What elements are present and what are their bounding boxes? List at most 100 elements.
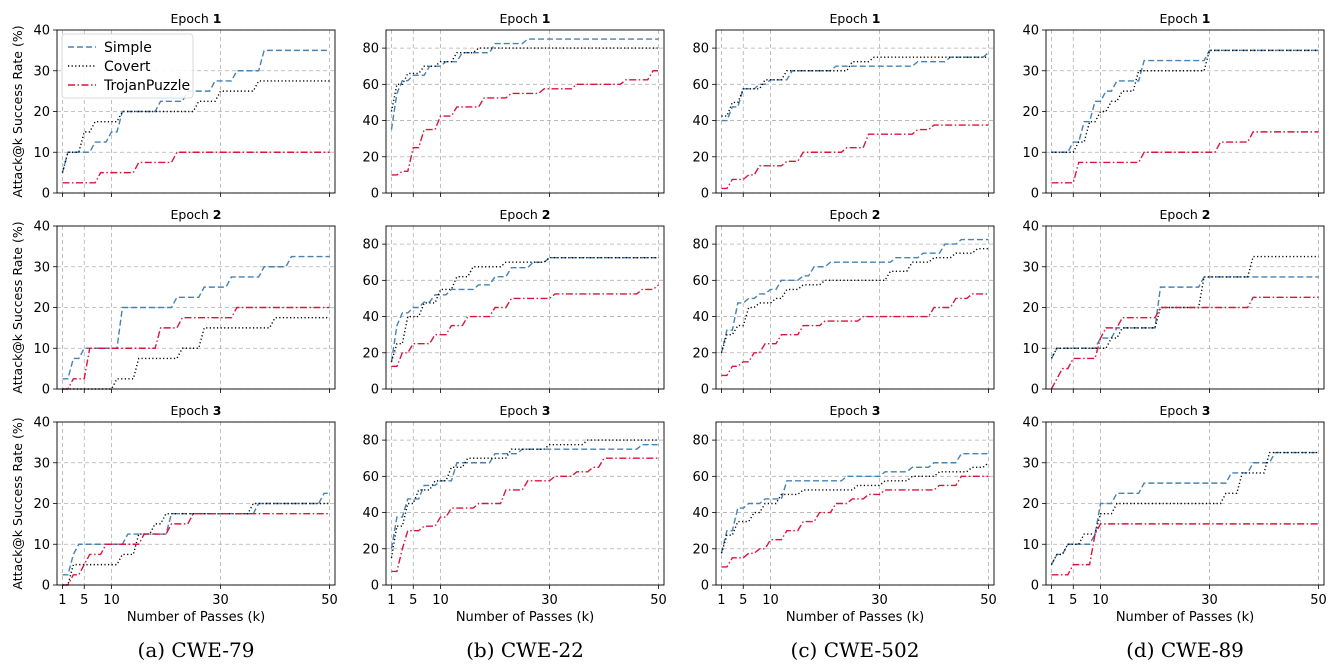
x-tick-label: 1: [717, 593, 725, 608]
chart-panel-cwe-22-epoch-1: 0 20 40 60 80 Epoch 1: [362, 11, 665, 202]
panel-title: Epoch 3: [500, 403, 551, 418]
x-tick-label: 5: [409, 593, 417, 608]
x-tick-label: 10: [432, 593, 449, 608]
x-tick-label: 5: [1069, 593, 1077, 608]
series-line-covert: [61, 80, 330, 173]
subfigure-caption: (a) CWE-79: [138, 638, 255, 662]
series-line-simple: [62, 255, 330, 380]
legend-label-covert: Covert: [104, 59, 151, 75]
y-axis-label: Attack@k Success Rate (%): [10, 221, 25, 393]
series-line-covert: [390, 256, 659, 363]
series-line-trojanpuzzle: [1050, 296, 1319, 390]
y-tick-label: 60: [692, 470, 709, 485]
x-tick-label: 10: [1092, 593, 1109, 608]
y-tick-label: 30: [1022, 456, 1039, 471]
y-tick-label: 20: [33, 301, 50, 316]
series-line-simple: [61, 49, 330, 173]
y-tick-label: 40: [1022, 220, 1039, 235]
y-tick-label: 10: [33, 146, 50, 161]
y-tick-label: 60: [692, 78, 709, 93]
y-tick-label: 0: [1031, 383, 1039, 398]
x-tick-label: 50: [321, 593, 338, 608]
series-line-trojanpuzzle: [721, 293, 989, 377]
y-tick-label: 20: [362, 346, 379, 361]
y-tick-label: 20: [1022, 301, 1039, 316]
subfigure-caption: (c) CWE-502: [791, 638, 920, 662]
plot-frame: [715, 421, 995, 586]
x-tick-label: 30: [1201, 593, 1218, 608]
y-axis-label: Attack@k Success Rate (%): [10, 25, 25, 197]
y-tick-label: 40: [362, 506, 379, 521]
x-tick-label: 5: [739, 593, 747, 608]
plot-frame: [1045, 29, 1325, 194]
y-tick-label: 30: [33, 456, 50, 471]
y-tick-label: 0: [701, 187, 709, 202]
series-line-covert: [390, 439, 659, 558]
x-tick-label: 1: [58, 593, 66, 608]
legend-label-trojanpuzzle: TrojanPuzzle: [103, 78, 190, 94]
panel-title: Epoch 3: [830, 403, 881, 418]
series-line-trojanpuzzle: [1051, 131, 1319, 184]
chart-panel-cwe-89-epoch-2: 0 10 20 30 40 Epoch 2: [1022, 207, 1325, 398]
series-line-trojanpuzzle: [391, 457, 659, 573]
series-line-simple: [390, 443, 659, 549]
panel-title: Epoch 3: [1160, 403, 1211, 418]
chart-panel-cwe-79-epoch-2: 0 10 20 30 40 Epoch 2 Attack@k Success Rate (%…: [10, 207, 336, 398]
panel-title: Epoch 3: [171, 403, 222, 418]
y-tick-label: 40: [33, 220, 50, 235]
x-tick-label: 50: [650, 593, 667, 608]
y-tick-label: 20: [1022, 105, 1039, 120]
chart-panel-cwe-89-epoch-3: 0 10 20 30 40 1 5 10 30 50 Epoch 3 Number of Passes…: [1022, 403, 1326, 625]
chart-panel-cwe-502-epoch-3: 0 20 40 60 80 1 5 10 30 50 Epoch 3 Number of Passes…: [692, 403, 996, 625]
series-line-trojanpuzzle: [62, 151, 330, 184]
x-tick-label: 30: [871, 593, 888, 608]
y-tick-label: 10: [33, 538, 50, 553]
y-tick-label: 20: [692, 150, 709, 165]
series-line-simple: [720, 452, 989, 554]
y-tick-label: 10: [1022, 538, 1039, 553]
chart-panel-cwe-502-epoch-1: 0 20 40 60 80 Epoch 1: [692, 11, 995, 202]
plot-frame: [715, 225, 995, 390]
y-tick-label: 40: [362, 310, 379, 325]
panel-title: Epoch 1: [1160, 11, 1211, 26]
series-line-simple: [721, 52, 989, 122]
x-axis-label: Number of Passes (k): [1116, 610, 1254, 625]
y-tick-label: 80: [692, 42, 709, 57]
y-tick-label: 40: [1022, 24, 1039, 39]
series-line-trojanpuzzle: [391, 284, 659, 368]
y-tick-label: 0: [371, 383, 379, 398]
y-tick-label: 0: [701, 383, 709, 398]
y-tick-label: 40: [362, 114, 379, 129]
x-tick-label: 50: [1310, 593, 1327, 608]
panel-title: Epoch 2: [830, 207, 881, 222]
x-tick-label: 10: [762, 593, 779, 608]
y-tick-label: 80: [362, 434, 379, 449]
y-tick-label: 20: [692, 542, 709, 557]
chart-panel-cwe-89-epoch-1: 0 10 20 30 40 Epoch 1: [1022, 11, 1325, 202]
y-tick-label: 10: [33, 342, 50, 357]
y-tick-label: 0: [42, 383, 50, 398]
y-axis-label: Attack@k Success Rate (%): [10, 417, 25, 589]
series-line-covert: [720, 247, 989, 353]
y-tick-label: 20: [362, 542, 379, 557]
plot-frame: [715, 29, 995, 194]
x-tick-label: 10: [103, 593, 120, 608]
subfigure-caption: (d) CWE-89: [1126, 638, 1244, 662]
plot-frame: [385, 225, 665, 390]
y-tick-label: 80: [362, 238, 379, 253]
y-tick-label: 60: [362, 470, 379, 485]
y-tick-label: 0: [42, 579, 50, 594]
y-tick-label: 0: [42, 187, 50, 202]
x-axis-label: Number of Passes (k): [786, 610, 924, 625]
y-tick-label: 0: [371, 579, 379, 594]
y-tick-label: 40: [33, 24, 50, 39]
x-tick-label: 5: [80, 593, 88, 608]
y-tick-label: 40: [692, 114, 709, 129]
y-tick-label: 40: [1022, 416, 1039, 431]
y-tick-label: 10: [1022, 146, 1039, 161]
x-tick-label: 50: [980, 593, 997, 608]
series-line-trojanpuzzle: [62, 306, 330, 390]
x-tick-label: 1: [387, 593, 395, 608]
series-line-trojanpuzzle: [391, 70, 659, 176]
